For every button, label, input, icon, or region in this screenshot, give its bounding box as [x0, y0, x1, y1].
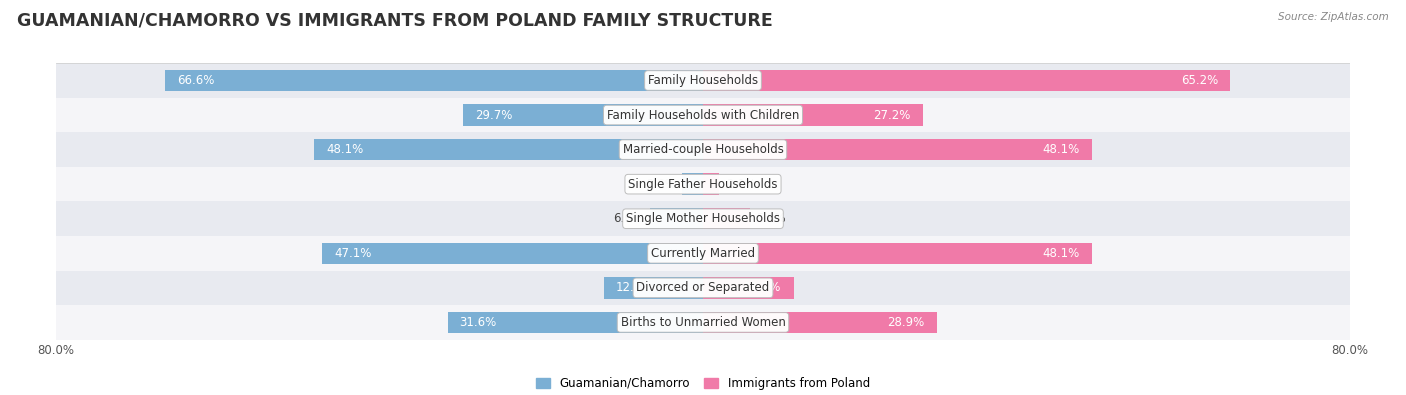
Bar: [314, 139, 703, 160]
Text: Source: ZipAtlas.com: Source: ZipAtlas.com: [1278, 12, 1389, 22]
Bar: [56, 167, 1350, 201]
Text: Family Households with Children: Family Households with Children: [607, 109, 799, 122]
Text: Births to Unmarried Women: Births to Unmarried Women: [620, 316, 786, 329]
Text: 12.3%: 12.3%: [616, 281, 652, 294]
Bar: [56, 271, 1350, 305]
Bar: [703, 208, 749, 229]
Bar: [56, 132, 1350, 167]
Text: 48.1%: 48.1%: [1042, 247, 1080, 260]
Bar: [165, 70, 703, 91]
Bar: [322, 243, 703, 264]
Bar: [703, 70, 1230, 91]
Text: 48.1%: 48.1%: [1042, 143, 1080, 156]
Text: 11.2%: 11.2%: [744, 281, 782, 294]
Bar: [703, 243, 1092, 264]
Text: 65.2%: 65.2%: [1181, 74, 1218, 87]
Bar: [56, 305, 1350, 340]
Bar: [703, 173, 720, 195]
Bar: [650, 208, 703, 229]
Bar: [603, 277, 703, 299]
Text: 29.7%: 29.7%: [475, 109, 512, 122]
Text: 31.6%: 31.6%: [460, 316, 496, 329]
Text: 2.6%: 2.6%: [645, 178, 675, 191]
Text: Family Households: Family Households: [648, 74, 758, 87]
Text: Currently Married: Currently Married: [651, 247, 755, 260]
Bar: [703, 104, 922, 126]
Text: 6.6%: 6.6%: [613, 212, 643, 225]
Legend: Guamanian/Chamorro, Immigrants from Poland: Guamanian/Chamorro, Immigrants from Pola…: [531, 372, 875, 395]
Text: 27.2%: 27.2%: [873, 109, 911, 122]
Bar: [703, 139, 1092, 160]
Text: Divorced or Separated: Divorced or Separated: [637, 281, 769, 294]
Bar: [682, 173, 703, 195]
Bar: [463, 104, 703, 126]
Text: Single Father Households: Single Father Households: [628, 178, 778, 191]
Text: 2.0%: 2.0%: [725, 178, 755, 191]
Bar: [56, 63, 1350, 98]
Text: 48.1%: 48.1%: [326, 143, 364, 156]
Text: GUAMANIAN/CHAMORRO VS IMMIGRANTS FROM POLAND FAMILY STRUCTURE: GUAMANIAN/CHAMORRO VS IMMIGRANTS FROM PO…: [17, 12, 773, 30]
Bar: [56, 236, 1350, 271]
Bar: [703, 277, 793, 299]
Text: 66.6%: 66.6%: [177, 74, 214, 87]
Text: Married-couple Households: Married-couple Households: [623, 143, 783, 156]
Text: 5.8%: 5.8%: [756, 212, 786, 225]
Bar: [56, 201, 1350, 236]
Text: Single Mother Households: Single Mother Households: [626, 212, 780, 225]
Bar: [56, 98, 1350, 132]
Bar: [447, 312, 703, 333]
Text: 47.1%: 47.1%: [335, 247, 371, 260]
Text: 28.9%: 28.9%: [887, 316, 925, 329]
Bar: [703, 312, 936, 333]
